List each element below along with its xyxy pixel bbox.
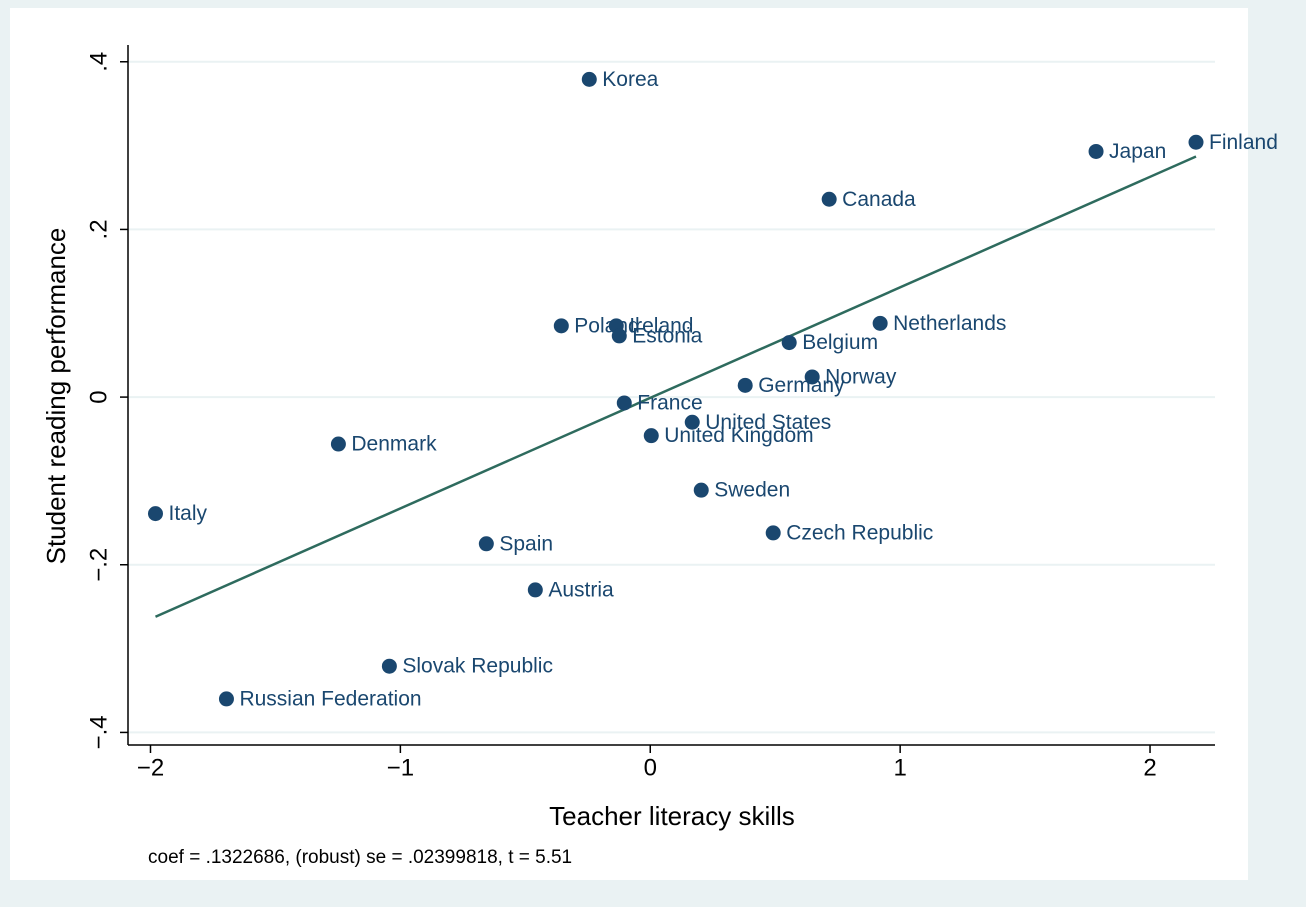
point — [330, 436, 346, 452]
point-label: Denmark — [351, 433, 437, 456]
point — [684, 414, 700, 430]
point-label: Spain — [499, 532, 553, 555]
point — [781, 335, 797, 351]
point-label: Russian Federation — [239, 687, 421, 710]
y-tick-label: −.4 — [85, 715, 112, 749]
note: coef = .1322686, (robust) se = .02399818… — [148, 847, 572, 868]
point-label: Korea — [602, 68, 658, 91]
point — [1188, 134, 1204, 150]
point — [147, 506, 163, 522]
point-label: Finland — [1209, 131, 1278, 154]
point-label: United Kingdom — [664, 424, 813, 447]
point-label: Norway — [825, 366, 897, 389]
point — [616, 395, 632, 411]
point — [527, 582, 543, 598]
point — [804, 369, 820, 385]
point-label: Japan — [1109, 140, 1166, 163]
point — [611, 328, 627, 344]
y-tick-label: −.2 — [85, 548, 112, 582]
point-label: Belgium — [802, 331, 878, 354]
point — [581, 71, 597, 87]
point — [1088, 143, 1104, 159]
point-label: Ireland — [629, 314, 693, 337]
graph-region — [10, 8, 1248, 880]
point-label: France — [637, 392, 702, 415]
point-label: Czech Republic — [786, 521, 933, 544]
point — [765, 525, 781, 541]
y-tick-label: .2 — [85, 219, 112, 239]
x-tick-label: −2 — [137, 754, 164, 781]
y-axis-title: Student reading performance — [41, 228, 71, 565]
point — [218, 691, 234, 707]
x-axis-title: Teacher literacy skills — [549, 801, 795, 831]
x-tick-label: 2 — [1143, 754, 1156, 781]
point-label: Austria — [548, 578, 614, 601]
x-tick-label: 1 — [893, 754, 906, 781]
point — [872, 315, 888, 331]
point — [737, 377, 753, 393]
point-label: Slovak Republic — [402, 655, 553, 678]
point — [478, 536, 494, 552]
point-label: Estonia — [632, 324, 702, 347]
point-label: Canada — [842, 188, 916, 211]
point-label: Italy — [168, 502, 207, 525]
point — [381, 658, 397, 674]
point — [553, 318, 569, 334]
fit-line — [154, 155, 1197, 618]
y-tick-label: 0 — [85, 390, 112, 403]
point — [693, 482, 709, 498]
point-label: Sweden — [714, 479, 790, 502]
point-label: Germany — [758, 374, 845, 397]
x-tick-label: 0 — [644, 754, 657, 781]
x-tick-label: −1 — [387, 754, 414, 781]
point — [643, 428, 659, 444]
point-label: Netherlands — [893, 312, 1006, 335]
point — [821, 191, 837, 207]
y-tick-label: .4 — [85, 52, 112, 72]
point-label: United States — [705, 411, 831, 434]
